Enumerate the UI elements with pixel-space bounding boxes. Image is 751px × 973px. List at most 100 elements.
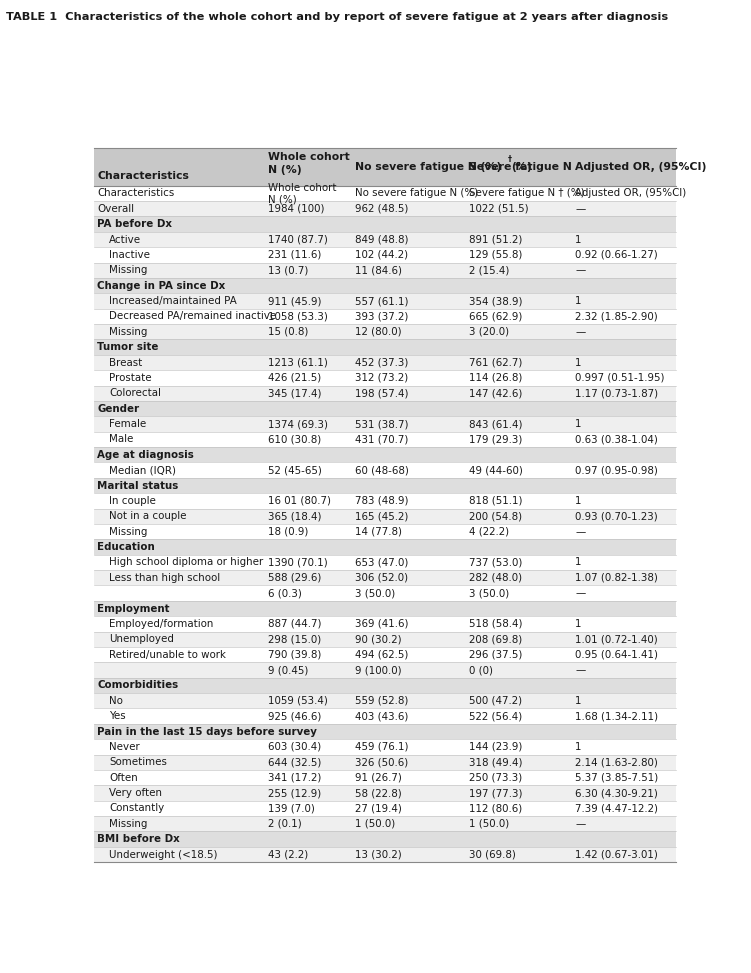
Text: 144 (23.9): 144 (23.9) [469,741,523,752]
Text: 1374 (69.3): 1374 (69.3) [269,419,328,429]
Text: —: — [575,819,586,829]
Text: 354 (38.9): 354 (38.9) [469,296,523,306]
Bar [94,724,676,739]
Text: 30 (69.8): 30 (69.8) [469,849,516,859]
Text: Missing: Missing [109,526,147,537]
Bar [94,509,676,523]
Text: Yes: Yes [109,711,125,721]
Bar [94,570,676,586]
Text: BMI before Dx: BMI before Dx [98,834,180,845]
Bar [94,616,676,631]
Text: 198 (57.4): 198 (57.4) [354,388,408,398]
Text: 1: 1 [575,619,582,629]
Text: Median (IQR): Median (IQR) [109,465,176,475]
Text: 345 (17.4): 345 (17.4) [269,388,322,398]
Text: Education: Education [98,542,155,552]
Text: PA before Dx: PA before Dx [98,219,173,229]
Text: 5.37 (3.85-7.51): 5.37 (3.85-7.51) [575,773,659,782]
Text: TABLE 1  Characteristics of the whole cohort and by report of severe fatigue at : TABLE 1 Characteristics of the whole coh… [6,12,668,21]
Text: 3 (50.0): 3 (50.0) [354,588,395,598]
Bar [94,678,676,693]
Text: 1: 1 [575,234,582,244]
Bar [94,186,676,201]
Text: 1: 1 [575,296,582,306]
Text: 7.39 (4.47-12.2): 7.39 (4.47-12.2) [575,804,658,813]
Text: 500 (47.2): 500 (47.2) [469,696,523,705]
Text: 1059 (53.4): 1059 (53.4) [269,696,328,705]
Text: 1.42 (0.67-3.01): 1.42 (0.67-3.01) [575,849,658,859]
Bar [94,847,676,862]
Bar [94,293,676,308]
Text: No: No [109,696,123,705]
Text: 610 (30.8): 610 (30.8) [269,434,321,445]
Text: 282 (48.0): 282 (48.0) [469,573,523,583]
Text: 250 (73.3): 250 (73.3) [469,773,523,782]
Text: 306 (52.0): 306 (52.0) [354,573,408,583]
Text: 365 (18.4): 365 (18.4) [269,511,322,522]
Text: 369 (41.6): 369 (41.6) [354,619,408,629]
Bar [94,432,676,447]
Text: Underweight (<18.5): Underweight (<18.5) [109,849,218,859]
Text: 112 (80.6): 112 (80.6) [469,804,523,813]
Text: 9 (100.0): 9 (100.0) [354,665,401,675]
Text: 326 (50.6): 326 (50.6) [354,757,408,768]
Bar [94,148,676,186]
Text: Retired/unable to work: Retired/unable to work [109,650,226,660]
Text: 14 (77.8): 14 (77.8) [354,526,402,537]
Bar [94,462,676,478]
Text: 6.30 (4.30-9.21): 6.30 (4.30-9.21) [575,788,658,798]
Text: 43 (2.2): 43 (2.2) [269,849,309,859]
Bar [94,755,676,770]
Text: 393 (37.2): 393 (37.2) [354,311,408,321]
Text: 1: 1 [575,496,582,506]
Text: 962 (48.5): 962 (48.5) [354,203,408,214]
Text: 231 (11.6): 231 (11.6) [269,250,322,260]
Text: Increased/maintained PA: Increased/maintained PA [109,296,237,306]
Text: Less than high school: Less than high school [109,573,220,583]
Text: 790 (39.8): 790 (39.8) [269,650,322,660]
Bar [94,340,676,355]
Text: 318 (49.4): 318 (49.4) [469,757,523,768]
Text: 0 (0): 0 (0) [469,665,493,675]
Bar [94,263,676,278]
Bar [94,555,676,570]
Bar [94,416,676,432]
Text: 518 (58.4): 518 (58.4) [469,619,523,629]
Text: Employed/formation: Employed/formation [109,619,213,629]
Text: Never: Never [109,741,140,752]
Text: Pain in the last 15 days before survey: Pain in the last 15 days before survey [98,727,317,737]
Bar [94,401,676,416]
Bar [94,385,676,401]
Text: N (%): N (%) [269,165,302,175]
Bar [94,631,676,647]
Text: 114 (26.8): 114 (26.8) [469,373,523,383]
Text: —: — [575,526,586,537]
Text: Constantly: Constantly [109,804,164,813]
Text: 165 (45.2): 165 (45.2) [354,511,408,522]
Text: 18 (0.9): 18 (0.9) [269,526,309,537]
Text: 341 (17.2): 341 (17.2) [269,773,322,782]
Text: 2.32 (1.85-2.90): 2.32 (1.85-2.90) [575,311,658,321]
Text: 200 (54.8): 200 (54.8) [469,511,523,522]
Bar [94,785,676,801]
Text: 665 (62.9): 665 (62.9) [469,311,523,321]
Text: Very often: Very often [109,788,162,798]
Bar [94,324,676,340]
Text: 1 (50.0): 1 (50.0) [469,819,509,829]
Text: 1984 (100): 1984 (100) [269,203,325,214]
Text: 197 (77.3): 197 (77.3) [469,788,523,798]
Bar [94,663,676,678]
Text: Often: Often [109,773,137,782]
Text: High school diploma or higher: High school diploma or higher [109,558,264,567]
Bar [94,493,676,509]
Text: Male: Male [109,434,134,445]
Text: 12 (80.0): 12 (80.0) [354,327,401,337]
Text: 761 (62.7): 761 (62.7) [469,357,523,368]
Text: 1: 1 [575,419,582,429]
Bar [94,447,676,462]
Text: 1 (50.0): 1 (50.0) [354,819,395,829]
Text: 312 (73.2): 312 (73.2) [354,373,408,383]
Text: 1740 (87.7): 1740 (87.7) [269,234,328,244]
Text: 6 (0.3): 6 (0.3) [269,588,303,598]
Text: 849 (48.8): 849 (48.8) [354,234,408,244]
